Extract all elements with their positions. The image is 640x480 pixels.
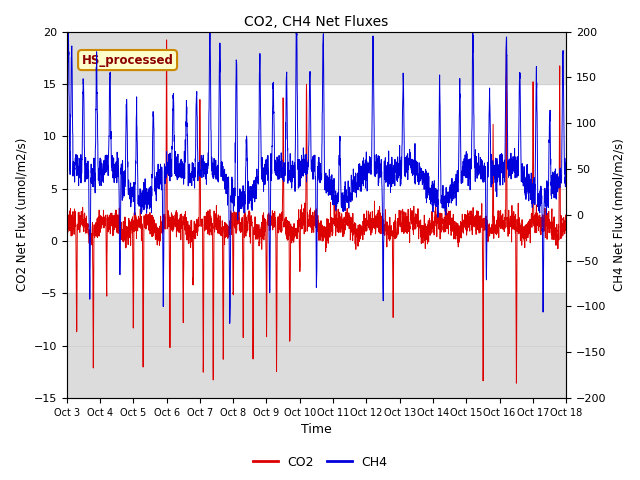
- Y-axis label: CH4 Net Flux (nmol/m2/s): CH4 Net Flux (nmol/m2/s): [612, 138, 625, 291]
- Bar: [67, 32, 566, 84]
- Legend: CO2, CH4: CO2, CH4: [248, 451, 392, 474]
- X-axis label: Time: Time: [301, 423, 332, 436]
- Y-axis label: CO2 Net Flux (umol/m2/s): CO2 Net Flux (umol/m2/s): [15, 138, 28, 291]
- Bar: [67, 293, 566, 398]
- Title: CO2, CH4 Net Fluxes: CO2, CH4 Net Fluxes: [244, 15, 388, 29]
- Text: HS_processed: HS_processed: [82, 54, 173, 67]
